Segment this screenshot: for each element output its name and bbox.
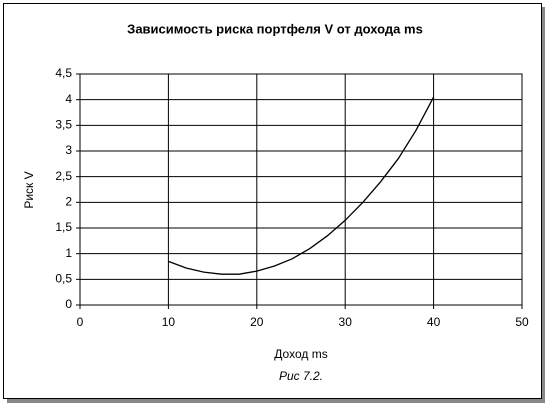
y-axis-label: Риск V	[22, 171, 36, 208]
x-tick-label: 0	[77, 315, 84, 329]
x-tick-label: 20	[250, 315, 264, 329]
x-tick-label: 10	[162, 315, 176, 329]
x-tick-label: 40	[427, 315, 441, 329]
y-tick-label: 1,5	[55, 220, 72, 234]
chart-title: Зависимость риска портфеля V от дохода m…	[127, 21, 423, 36]
x-tick-label: 50	[515, 315, 529, 329]
y-tick-label: 2,5	[55, 169, 72, 183]
x-axis-label: Доход ms	[274, 347, 327, 361]
data-line	[168, 96, 435, 275]
y-tick-label: 2	[65, 195, 72, 209]
y-tick-label: 0	[65, 297, 72, 311]
plot-border	[79, 73, 523, 306]
y-tick-label: 3	[65, 143, 72, 157]
y-tick-label: 4,5	[55, 66, 72, 80]
y-tick-label: 3,5	[55, 118, 72, 132]
chart-frame	[3, 3, 542, 399]
y-tick-label: 1	[65, 246, 72, 260]
y-tick-label: 4	[65, 92, 72, 106]
caption: Рис 7.2.	[279, 369, 323, 383]
x-tick-label: 30	[339, 315, 353, 329]
y-tick-label: 0,5	[55, 272, 72, 286]
